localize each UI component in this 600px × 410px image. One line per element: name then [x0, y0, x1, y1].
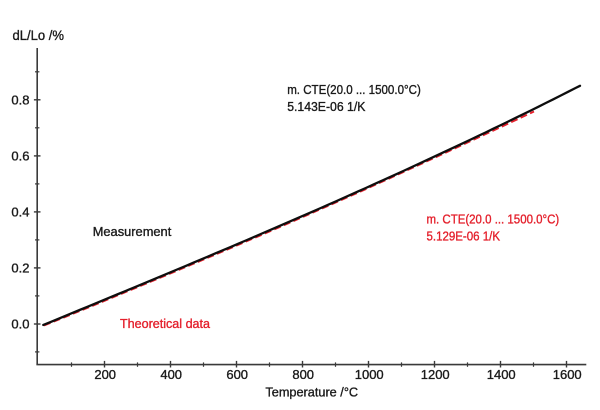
svg-text:dL/Lo /%: dL/Lo /%	[13, 27, 65, 43]
svg-text:400: 400	[160, 367, 182, 382]
svg-text:200: 200	[94, 367, 116, 382]
svg-text:Theoretical data: Theoretical data	[120, 316, 211, 331]
svg-text:0.8: 0.8	[11, 93, 29, 108]
svg-text:0.6: 0.6	[11, 149, 29, 164]
svg-text:1400: 1400	[487, 367, 516, 382]
svg-text:5.129E-06 1/K: 5.129E-06 1/K	[427, 228, 501, 243]
svg-text:Temperature /°C: Temperature /°C	[265, 384, 358, 399]
svg-text:0.4: 0.4	[11, 205, 29, 220]
svg-text:m. CTE(20.0 ... 1500.0°C): m. CTE(20.0 ... 1500.0°C)	[427, 212, 560, 227]
svg-text:1200: 1200	[421, 367, 450, 382]
svg-text:800: 800	[292, 367, 314, 382]
svg-text:1600: 1600	[553, 367, 582, 382]
svg-text:5.143E-06 1/K: 5.143E-06 1/K	[287, 99, 366, 114]
svg-text:0.2: 0.2	[11, 261, 29, 276]
svg-text:Measurement: Measurement	[93, 224, 172, 239]
svg-text:0.0: 0.0	[11, 317, 29, 332]
svg-text:1000: 1000	[355, 367, 384, 382]
svg-text:m. CTE(20.0 ... 1500.0°C): m. CTE(20.0 ... 1500.0°C)	[287, 82, 421, 97]
svg-text:600: 600	[226, 367, 248, 382]
